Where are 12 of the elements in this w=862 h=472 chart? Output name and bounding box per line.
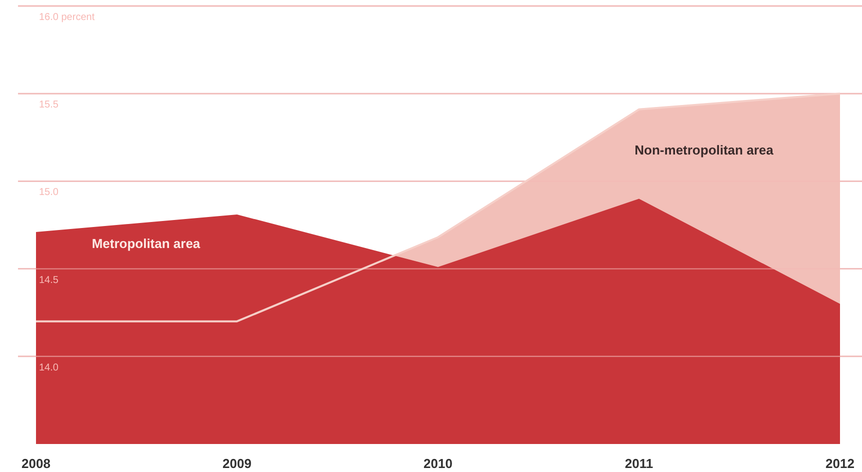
series-label: Metropolitan area: [92, 236, 201, 252]
x-tick-label: 2011: [624, 456, 654, 471]
y-tick-label: 16.0 percent: [39, 12, 95, 23]
y-tick-label: 14.0: [39, 362, 59, 374]
x-tick-label: 2009: [222, 456, 252, 471]
y-tick-label: 14.5: [39, 274, 59, 286]
y-tick-label: 15.0: [39, 187, 59, 198]
x-tick-label: 2012: [826, 456, 854, 471]
y-tick-label: 15.5: [39, 100, 59, 111]
x-tick-label: 2008: [22, 456, 50, 471]
series-label: Non-metropolitan area: [634, 142, 774, 158]
x-tick-label: 2010: [424, 456, 452, 471]
